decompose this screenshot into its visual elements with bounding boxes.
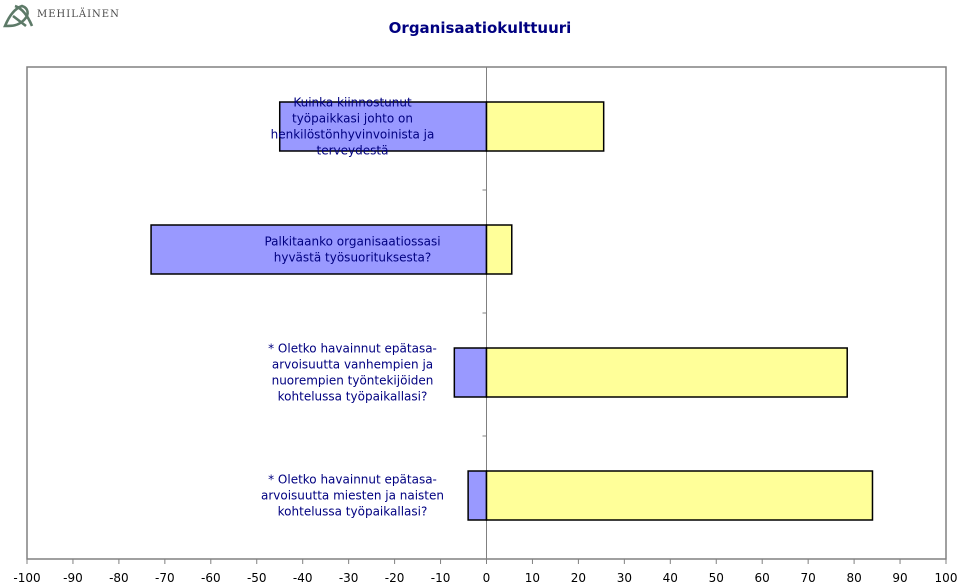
bar-positive-4 (485, 470, 874, 521)
chart-title: Organisaatiokulttuuri (388, 19, 572, 37)
x-tick-label: 10 (525, 571, 540, 584)
bar-negative-2 (150, 224, 488, 275)
bar-negative-3 (453, 347, 488, 398)
bar-positive-2 (485, 224, 513, 275)
x-tick-label: 30 (617, 571, 632, 584)
x-tick-label: 0 (483, 571, 491, 584)
x-tick-label: -60 (201, 571, 221, 584)
x-tick-label: -50 (247, 571, 267, 584)
category-label-2: Palkitaanko organisaatiossasi hyvästä työ… (264, 235, 440, 265)
x-tick-label: 80 (846, 571, 861, 584)
category-label-3: * Oletko havainnut epätasa-arvoisuutta v… (268, 342, 437, 404)
x-tick-label: -70 (155, 571, 175, 584)
bar-positive-1 (485, 101, 605, 152)
bar-negative-4 (467, 470, 488, 521)
x-tick-label: -90 (63, 571, 83, 584)
x-tick-label: -30 (339, 571, 359, 584)
x-tick-label: 50 (709, 571, 724, 584)
x-tick-label: 70 (801, 571, 816, 584)
x-tick-label: 100 (935, 571, 958, 584)
x-tick-label: -10 (431, 571, 451, 584)
mehilainen-ribbon-logo-icon (3, 4, 34, 28)
x-tick-label: -40 (293, 571, 313, 584)
x-tick-label: -100 (13, 571, 40, 584)
x-tick-label: -80 (109, 571, 129, 584)
x-tick-label: -20 (385, 571, 405, 584)
logo-text: MEHILÄINEN (37, 9, 120, 20)
x-tick-label: 40 (663, 571, 678, 584)
x-tick-label: 60 (755, 571, 770, 584)
category-label-4: * Oletko havainnut epätasa-arvoisuutta m… (261, 473, 444, 519)
x-tick-label: 90 (892, 571, 907, 584)
bar-positive-3 (485, 347, 848, 398)
category-label-1: Kuinka kiinnostunut työpaikkasi johto on h… (271, 96, 435, 158)
x-tick-label: 20 (571, 571, 586, 584)
